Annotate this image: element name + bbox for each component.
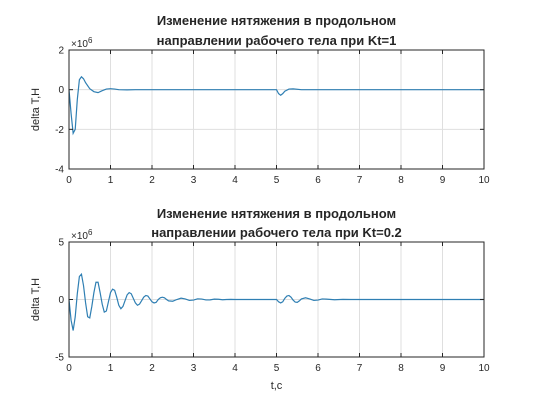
bottom-y-tick-label: 0 xyxy=(58,295,64,306)
top-x-tick-label: 0 xyxy=(66,175,72,186)
top-y-tick-label: -4 xyxy=(55,165,64,176)
top-x-tick-label: 3 xyxy=(191,175,197,186)
bottom-x-tick-label: 4 xyxy=(232,363,238,374)
top-x-tick-label: 9 xyxy=(440,175,446,186)
top-series-line xyxy=(68,75,484,136)
top-y-tick-label: 0 xyxy=(58,85,64,96)
bottom-series-line xyxy=(68,272,484,331)
subplot-top: 0 1 2 3 4 5 6 7 8 9 10 -4 -2 0 2 ×106 Изменение нятяжени… xyxy=(30,13,490,186)
bottom-x-tick-label: 8 xyxy=(398,363,404,374)
top-title-line-2: направлении рабочего тела при Kt=1 xyxy=(157,33,397,48)
top-y-axis-label: delta T,H xyxy=(30,88,42,131)
top-x-tick-label: 6 xyxy=(315,175,321,186)
bottom-y-tick-label: 5 xyxy=(58,238,64,249)
top-y-tick-label: 2 xyxy=(58,46,64,57)
bottom-y-tick-label: -5 xyxy=(55,353,64,364)
top-x-tick-label: 8 xyxy=(398,175,404,186)
bottom-y-exponent: ×106 xyxy=(71,228,93,242)
bottom-y-axis-label: delta T,H xyxy=(30,278,42,321)
top-x-tick-label: 5 xyxy=(274,175,280,186)
top-x-tick-label: 10 xyxy=(478,175,490,186)
top-x-tick-label: 2 xyxy=(149,175,155,186)
top-y-exponent: ×106 xyxy=(71,36,93,50)
bottom-x-axis-label: t,c xyxy=(271,380,283,392)
bottom-x-tick-label: 10 xyxy=(478,363,490,374)
top-title-line-1: Изменение нятяжения в продольном xyxy=(157,13,396,28)
top-x-tick-label: 4 xyxy=(232,175,238,186)
bottom-x-tick-label: 9 xyxy=(440,363,446,374)
top-y-tick-label: -2 xyxy=(55,125,64,136)
bottom-title-line-1: Изменение нятяжения в продольном xyxy=(157,206,396,221)
top-x-tick-label: 1 xyxy=(108,175,114,186)
bottom-x-tick-label: 7 xyxy=(357,363,363,374)
bottom-title-line-2: направлении рабочего тела при Kt=0.2 xyxy=(151,225,402,240)
bottom-x-tick-label: 0 xyxy=(66,363,72,374)
bottom-x-tick-label: 3 xyxy=(191,363,197,374)
bottom-x-tick-label: 1 xyxy=(108,363,114,374)
top-x-tick-label: 7 xyxy=(357,175,363,186)
bottom-x-tick-label: 2 xyxy=(149,363,155,374)
bottom-x-tick-label: 5 xyxy=(274,363,280,374)
bottom-x-tick-label: 6 xyxy=(315,363,321,374)
